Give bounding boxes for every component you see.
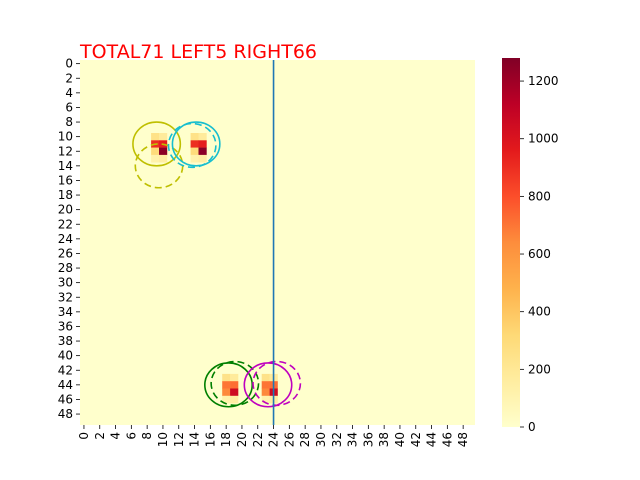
y-tick-label: 12 — [58, 144, 73, 158]
y-tick-label: 20 — [58, 203, 73, 217]
x-tick-label: 34 — [346, 432, 360, 447]
y-tick-label: 32 — [58, 290, 73, 304]
y-tick-label: 24 — [58, 232, 73, 246]
heatmap-cell — [159, 133, 168, 141]
y-tick-label: 26 — [58, 246, 73, 260]
x-tick-label: 44 — [425, 432, 439, 447]
x-tick-label: 30 — [314, 432, 328, 447]
heatmap-cell — [198, 154, 207, 163]
y-tick-label: 2 — [65, 71, 73, 85]
y-tick-label: 4 — [65, 86, 73, 100]
x-tick-label: 26 — [282, 432, 296, 447]
x-tick-label: 0 — [77, 432, 91, 440]
heatmap-cell — [230, 373, 239, 382]
y-tick-label: 44 — [58, 378, 73, 392]
x-tick-label: 10 — [156, 432, 170, 447]
circle-marker — [167, 122, 217, 169]
circle-markers — [132, 121, 302, 408]
heatmap-background — [80, 60, 475, 425]
y-tick-label: 38 — [58, 334, 73, 348]
x-tick-label: 2 — [93, 432, 107, 440]
circle-marker — [252, 360, 302, 407]
colorbar-tick-label: 200 — [528, 362, 551, 376]
x-tick-label: 28 — [298, 432, 312, 447]
heatmap-cell — [151, 147, 160, 156]
y-tick-label: 46 — [58, 392, 73, 406]
heatmap-cell — [230, 388, 239, 397]
heatmap-cell — [190, 147, 199, 156]
colorbar-ticks: 0 200 400 600 800 1000 1200 — [520, 74, 559, 434]
x-tick-label: 6 — [124, 432, 138, 440]
colorbar-gradient — [502, 58, 520, 427]
x-tick-label: 40 — [393, 432, 407, 447]
y-tick-label: 36 — [58, 319, 73, 333]
heatmap-cell — [222, 388, 231, 397]
heatmap-cell — [151, 133, 160, 141]
x-tick-label: 38 — [377, 432, 391, 447]
x-tick-label: 36 — [361, 432, 375, 447]
y-tick-label: 40 — [58, 349, 73, 363]
x-tick-label: 20 — [235, 432, 249, 447]
heatmap-cell — [159, 154, 168, 163]
colorbar-tick-label: 1200 — [528, 74, 559, 88]
x-tick-label: 48 — [456, 432, 470, 447]
x-tick-label: 32 — [330, 432, 344, 447]
heatmap-cell — [198, 140, 207, 148]
heatmap-cell — [222, 395, 231, 404]
y-tick-label: 22 — [58, 217, 73, 231]
x-tick-label: 42 — [409, 432, 423, 447]
y-tick-label: 18 — [58, 188, 73, 202]
x-tick-label: 46 — [440, 432, 454, 447]
heatmap-cell — [230, 395, 239, 404]
heatmap-cell — [198, 147, 207, 156]
heatmap-cell — [222, 381, 231, 389]
y-tick-label: 30 — [58, 276, 73, 290]
y-tick-label: 34 — [58, 305, 73, 319]
circle-marker — [132, 121, 182, 167]
heatmap-cell — [190, 133, 199, 141]
heatmap-cell — [261, 381, 270, 389]
heatmap-cell — [190, 140, 199, 148]
heatmap-cell — [198, 133, 207, 141]
colorbar: 0 200 400 600 800 1000 1200 — [502, 58, 559, 434]
y-tick-label: 42 — [58, 363, 73, 377]
heatmap-cell — [230, 381, 239, 389]
y-tick-label: 0 — [65, 57, 73, 71]
x-tick-label: 16 — [203, 432, 217, 447]
y-axis: 0246810121416182022242628303234363840424… — [58, 57, 80, 421]
x-tick-label: 22 — [251, 432, 265, 447]
colorbar-tick-label: 0 — [528, 420, 536, 434]
circle-marker — [243, 362, 293, 408]
circle-marker — [210, 360, 260, 407]
heatmap-cell — [151, 154, 160, 163]
colorbar-tick-label: 1000 — [528, 132, 559, 146]
y-tick-label: 48 — [58, 407, 73, 421]
heatmap-cell — [261, 395, 270, 404]
heatmap-cell — [222, 373, 231, 382]
x-tick-label: 8 — [140, 432, 154, 440]
chart-title: TOTAL71 LEFT5 RIGHT66 — [79, 41, 317, 63]
colorbar-tick-label: 800 — [528, 189, 551, 203]
heatmap-cell — [190, 154, 199, 163]
heatmap-cell — [159, 147, 168, 156]
y-tick-label: 8 — [65, 115, 73, 129]
x-tick-label: 14 — [188, 432, 202, 447]
y-tick-label: 10 — [58, 130, 73, 144]
colorbar-tick-label: 600 — [528, 247, 551, 261]
x-tick-label: 18 — [219, 432, 233, 447]
y-tick-label: 14 — [58, 159, 73, 173]
plot-area — [80, 60, 475, 425]
x-tick-label: 4 — [109, 432, 123, 440]
heatmap-cell — [261, 388, 270, 397]
y-tick-label: 16 — [58, 173, 73, 187]
heatmap-cell — [261, 373, 270, 382]
colorbar-tick-label: 400 — [528, 305, 551, 319]
x-tick-label: 12 — [172, 432, 186, 447]
circle-marker — [171, 121, 221, 167]
y-tick-label: 6 — [65, 100, 73, 114]
x-tick-label: 24 — [267, 432, 281, 447]
x-axis: 0 2 4 6 8 10 12 14 16 18 20 22 24 26 28 30 32 34 36 38 40 42 4… — [77, 425, 470, 447]
y-tick-label: 28 — [58, 261, 73, 275]
